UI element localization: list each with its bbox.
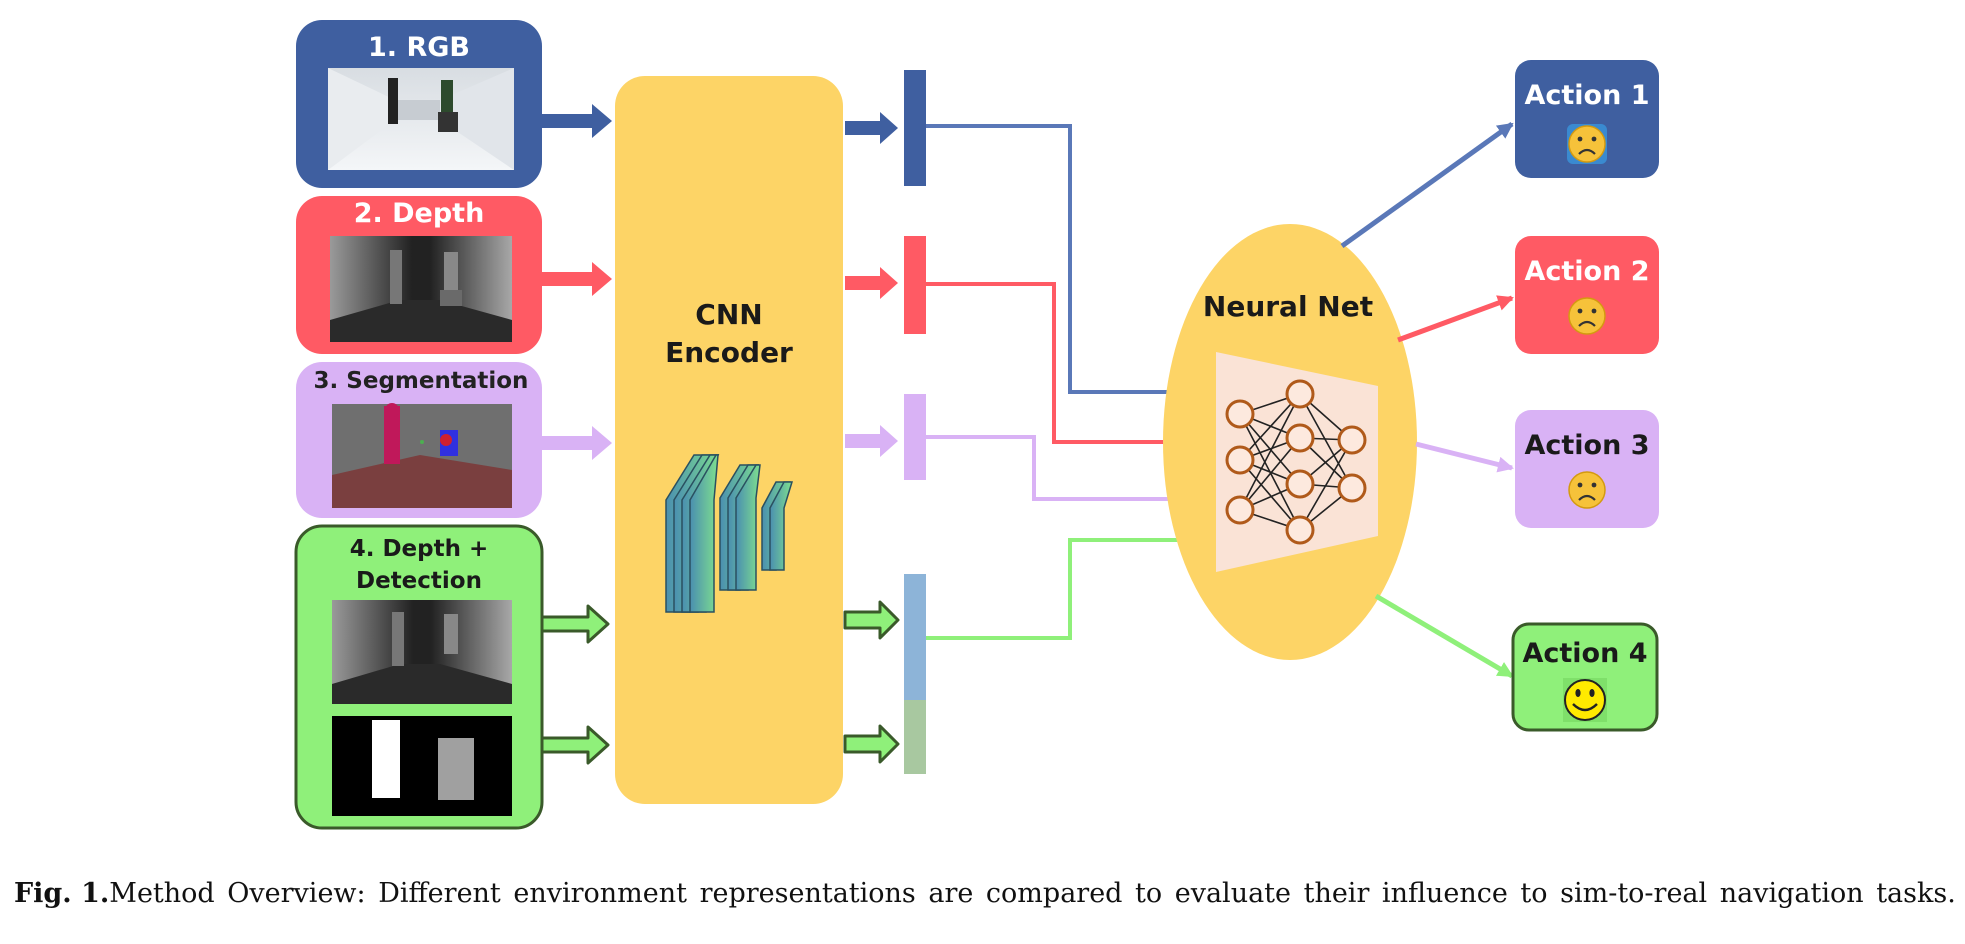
rgb-arrow bbox=[542, 104, 612, 138]
neural-net-block: Neural Net bbox=[1163, 224, 1417, 660]
input-segmentation-label: 3. Segmentation bbox=[314, 368, 529, 394]
input-rgb-panel: 1. RGB bbox=[296, 20, 542, 188]
neural-net-label: Neural Net bbox=[1203, 290, 1373, 323]
depth-detection-arrow-2 bbox=[540, 725, 610, 765]
depth-image-2 bbox=[332, 600, 512, 704]
action-2-box: Action 2 bbox=[1515, 236, 1659, 354]
feature-connectors bbox=[926, 124, 1214, 640]
encoder-label-line1: CNN bbox=[695, 298, 762, 331]
rgb-feature-bar bbox=[904, 70, 926, 186]
segmentation-arrow bbox=[542, 426, 612, 460]
figure-number: Fig. 1. bbox=[14, 878, 110, 909]
detection-feature-bar bbox=[904, 700, 926, 774]
depth-feature-bar-2 bbox=[904, 574, 926, 700]
rgb-corridor-image bbox=[328, 68, 514, 170]
input-depth-panel: 2. Depth bbox=[296, 196, 542, 354]
input-depth-detection-panel: 4. Depth + Detection bbox=[294, 524, 544, 830]
output-arrows bbox=[1340, 121, 1514, 679]
action-3-label: Action 3 bbox=[1524, 430, 1649, 461]
segmentation-feature-bar bbox=[904, 394, 926, 480]
action-4-label: Action 4 bbox=[1522, 638, 1647, 669]
input-segmentation-panel: 3. Segmentation bbox=[296, 362, 542, 518]
figure-caption: Fig. 1. Method Overview: Different envir… bbox=[14, 878, 1956, 909]
sad-face-icon bbox=[1567, 124, 1607, 164]
feature-vectors bbox=[904, 70, 926, 774]
happy-face-icon bbox=[1563, 678, 1607, 722]
action-3-box: Action 3 bbox=[1515, 410, 1659, 528]
encoder-label-line2: Encoder bbox=[665, 336, 793, 369]
input-detection-label-line2: Detection bbox=[356, 568, 482, 594]
action-4-box: Action 4 bbox=[1511, 622, 1659, 732]
input-detection-label-line1: 4. Depth + bbox=[350, 536, 489, 562]
input-depth-label: 2. Depth bbox=[354, 198, 485, 229]
input-arrows bbox=[540, 104, 612, 765]
detection-mask-image bbox=[332, 716, 512, 816]
network-graph-icon bbox=[1225, 379, 1367, 545]
cnn-layers-icon bbox=[665, 454, 794, 613]
depth-feature-bar bbox=[904, 236, 926, 334]
depth-arrow bbox=[542, 262, 612, 296]
cnn-encoder-block: CNN Encoder bbox=[615, 76, 843, 804]
input-rgb-label: 1. RGB bbox=[368, 32, 470, 63]
encoder-output-arrows bbox=[843, 112, 900, 764]
action-1-label: Action 1 bbox=[1524, 80, 1649, 111]
depth-image bbox=[330, 236, 512, 342]
action-1-box: Action 1 bbox=[1515, 60, 1659, 178]
segmentation-image bbox=[332, 403, 512, 508]
action-2-label: Action 2 bbox=[1524, 256, 1649, 287]
sad-face-icon bbox=[1568, 297, 1606, 335]
sad-face-icon bbox=[1568, 471, 1606, 509]
figure-caption-text: Method Overview: Different environment r… bbox=[109, 878, 1956, 909]
depth-detection-arrow-1 bbox=[540, 604, 610, 644]
